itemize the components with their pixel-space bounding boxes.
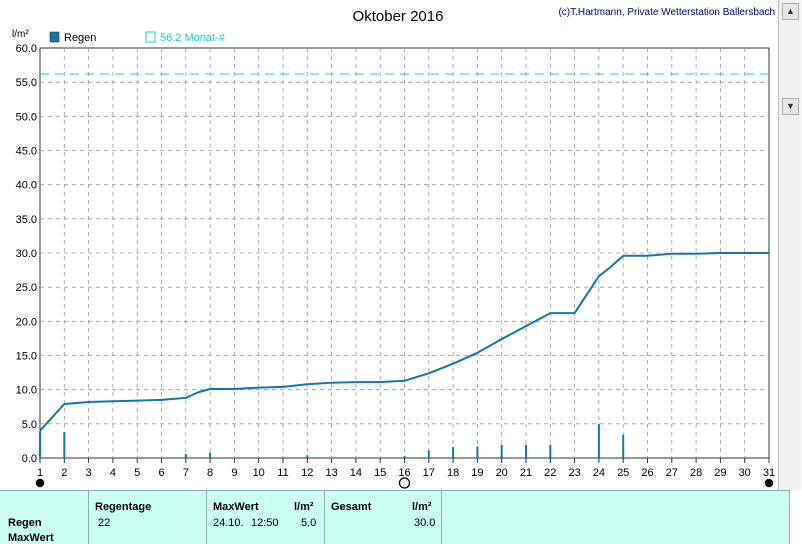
daily-rain-bar [525,445,527,458]
x-tick-label: 23 [568,467,580,479]
y-tick-label: 20.0 [16,316,37,328]
chart-title: Oktober 2016 [353,8,444,25]
scroll-down-button[interactable]: ▼ [782,98,799,115]
x-tick-label: 22 [544,467,556,479]
x-tick-label: 21 [520,467,532,479]
header-unit-max: l/m² [294,501,314,513]
full-moon-icon [35,478,45,488]
header-maxwert: MaxWert [213,501,259,513]
y-tick-label: 45.0 [16,146,37,158]
value-max-date: 24.10. [213,517,244,529]
x-tick-label: 16 [398,467,410,479]
x-tick-label: 13 [325,467,337,479]
y-tick-label: 10.0 [16,385,37,397]
x-tick-label: 26 [641,467,653,479]
x-tick-label: 18 [447,467,459,479]
daily-rain-bar [306,455,309,458]
grid [39,48,770,463]
daily-rain-bar [597,423,600,458]
value-gesamt: 30.0 [414,517,436,529]
column-divider [88,491,89,544]
credit-text: (c)T.Hartmann, Private Wetterstation Bal… [558,7,775,18]
x-tick-label: 30 [739,467,751,479]
y-tick-label: 55.0 [16,77,37,89]
column-divider [324,491,325,544]
daily-rain-bar [452,447,455,458]
daily-rain-bar [63,432,66,458]
y-tick-label: 0.0 [22,453,37,465]
legend-regen-label: Regen [64,32,96,44]
cumulative-rain-line [39,252,769,432]
new-moon-icon [398,477,411,489]
y-tick-label: 15.0 [16,351,37,363]
x-tick-label: 7 [183,467,189,479]
x-tick-label: 6 [158,467,164,479]
header-unit-gesamt: l/m² [412,501,432,513]
daily-rain-bar [500,445,503,458]
row-label-regen: Regen [8,517,42,529]
column-divider [206,491,207,544]
y-tick-label: 60.0 [16,43,37,55]
y-tick-label: 25.0 [16,282,37,294]
x-tick-label: 28 [690,467,702,479]
y-tick-label: 40.0 [16,180,37,192]
value-max: 5.0 [301,517,317,529]
x-tick-label: 12 [301,467,313,479]
daily-rain-bar [549,445,552,458]
x-tick-label: 3 [86,467,92,479]
x-tick-label: 8 [207,467,213,479]
daily-rain-bar [403,455,406,458]
x-tick-label: 2 [61,467,67,479]
x-tick-label: 27 [666,467,678,479]
moon-markers [35,477,774,489]
daily-rain-bar [427,450,430,458]
x-tick-label: 29 [714,467,726,479]
x-tick-label: 31 [763,467,775,479]
legend-regen-swatch [49,31,60,43]
column-divider [441,491,442,544]
daily-rain-bar [476,446,479,458]
x-tick-label: 10 [253,467,265,479]
legend-reference-label: 56.2 Monat-# [160,32,226,44]
scroll-up-button[interactable]: ▲ [782,3,799,20]
x-tick-label: 15 [374,467,386,479]
value-regentage: 22 [98,517,111,529]
x-tick-labels: 1 2 3 4 5 6 7 8 9 10 11 12 13 14 15 16 17 18 19 20 21 22 23 24 2… [37,467,775,479]
y-axis-label: l/m² [12,29,29,40]
column-divider [789,491,790,544]
daily-rain-bar [39,431,41,458]
daily-rain-bar [622,434,625,458]
value-max-time: 12:50 [251,517,279,529]
y-tick-label: 35.0 [16,214,37,226]
row-label-maxwert: MaxWert [8,532,54,544]
x-tick-label: 14 [350,467,362,479]
header-regentage: Regentage [95,501,152,513]
x-tick-label: 24 [593,467,605,479]
summary-table: Regentage MaxWert l/m² Gesamt l/m² Regen… [0,490,790,544]
x-tick-label: 9 [231,467,237,479]
legend-reference-swatch [145,31,156,43]
x-tick-label: 20 [496,467,508,479]
daily-rain-bar [209,452,212,458]
header-gesamt: Gesamt [331,501,372,513]
y-tick-label: 5.0 [22,419,37,431]
rain-chart: Oktober 2016 (c)T.Hartmann, Private Wett… [12,7,775,489]
x-tick-label: 17 [423,467,435,479]
vertical-scrollbar[interactable]: ▲ ▼ [778,0,801,490]
x-tick-label: 19 [471,467,483,479]
daily-rain-bar [184,453,187,458]
y-tick-label: 50.0 [16,111,37,123]
daily-rain-bars [39,423,625,458]
x-tick-label: 4 [110,467,116,479]
y-tick-labels: 0.0 5.0 10.0 15.0 20.0 25.0 30.0 35.0 40.0 45.0 50… [16,43,37,465]
full-moon-icon [764,478,774,488]
x-tick-label: 11 [277,467,288,479]
x-tick-label: 25 [617,467,629,479]
x-tick-label: 5 [134,467,140,479]
x-tick-label: 1 [37,467,43,479]
y-tick-label: 30.0 [16,248,37,260]
